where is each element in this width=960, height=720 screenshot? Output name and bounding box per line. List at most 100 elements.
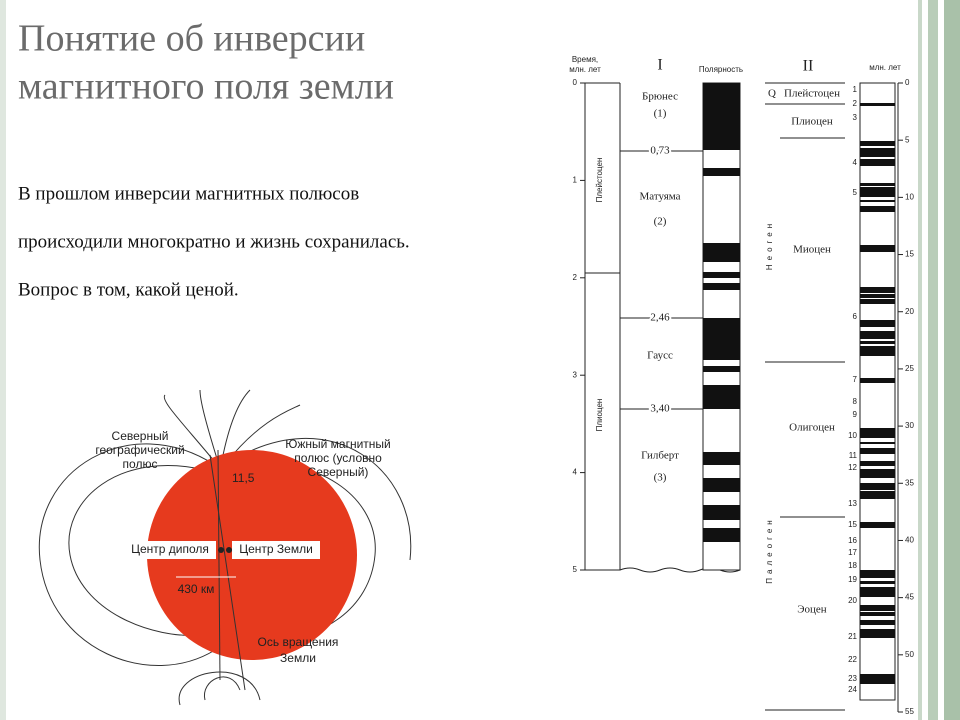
body-line: Вопрос в том, какой ценой. [18, 279, 239, 300]
normal-polarity [860, 200, 895, 202]
field-line [68, 465, 206, 637]
normal-polarity [860, 629, 895, 638]
normal-polarity [860, 341, 895, 344]
anomaly-label: 18 [848, 561, 857, 570]
normal-polarity [860, 103, 895, 106]
tick-label: 10 [905, 192, 914, 201]
normal-polarity [860, 483, 895, 490]
normal-polarity [860, 148, 895, 157]
anomaly-label: 5 [853, 188, 858, 197]
anomaly-label: 15 [848, 520, 857, 529]
boundary-label: 0,73 [650, 145, 670, 157]
anomaly-label: 12 [848, 463, 857, 472]
tick-label: 5 [905, 135, 910, 144]
chron: (1) [654, 108, 667, 120]
normal-polarity [860, 587, 895, 597]
normal-polarity [860, 461, 895, 466]
field-line [225, 404, 301, 464]
boundary-label: 2,46 [650, 312, 670, 324]
label: полюс [123, 457, 158, 471]
q-label: Q [768, 88, 776, 100]
anomaly-label: 8 [853, 397, 858, 406]
normal-polarity [860, 299, 895, 304]
chron: Гилберт [641, 450, 679, 462]
normal-polarity [860, 287, 895, 293]
deco-stripe [944, 0, 960, 720]
period: Палеоген [765, 516, 774, 583]
label: географический [95, 443, 184, 457]
label: полюс (условно [294, 451, 382, 465]
normal-polarity [703, 478, 740, 492]
anomaly-label: 9 [853, 410, 858, 419]
label: Северный [112, 429, 169, 443]
tick-label: 30 [905, 421, 914, 430]
normal-polarity [703, 318, 740, 360]
normal-polarity [703, 505, 740, 520]
normal-polarity [860, 206, 895, 212]
anomaly-label: 3 [853, 113, 858, 122]
boundary-label: 3,40 [650, 403, 670, 415]
normal-polarity [860, 320, 895, 327]
anomaly-label: 11 [849, 451, 858, 460]
label: млн. лет [869, 63, 901, 72]
normal-polarity [860, 183, 895, 186]
label: Северный) [308, 465, 369, 479]
normal-polarity [860, 141, 895, 146]
label: Центр диполя [131, 542, 209, 556]
tick-label: 55 [905, 707, 914, 716]
normal-polarity [703, 243, 740, 262]
epoch: Плиоцен [791, 116, 833, 128]
field-line [178, 671, 261, 706]
epoch: Эоцен [797, 604, 827, 616]
epoch: Плейстоцен [595, 158, 604, 203]
normal-polarity [703, 283, 740, 290]
anomaly-label: 22 [848, 655, 857, 664]
label-box [232, 541, 320, 559]
body-line: происходили многократно и жизнь сохранил… [18, 231, 410, 252]
normal-polarity [703, 452, 740, 465]
field-line [203, 676, 241, 701]
normal-polarity [860, 581, 895, 584]
label: млн. лет [569, 65, 601, 74]
tick-label: 3 [573, 370, 578, 379]
label-box [124, 541, 216, 559]
normal-polarity [703, 83, 740, 150]
polarity-scale-2: II млн. лет Q Плейстоцен Плиоцен Миоцен … [765, 58, 914, 716]
field-line [229, 437, 412, 561]
anomaly-label: 16 [848, 536, 857, 545]
label: Южный магнитный [285, 437, 391, 451]
normal-polarity [860, 570, 895, 578]
period: Неоген [765, 220, 774, 270]
center-dot [218, 547, 224, 553]
normal-polarity [860, 620, 895, 625]
body-line: В прошлом инверсии магнитных полюсов [18, 183, 359, 204]
normal-polarity [703, 168, 740, 176]
anomaly-label: 17 [848, 548, 857, 557]
tick-label: 0 [905, 78, 910, 87]
normal-polarity [703, 366, 740, 372]
epoch: Миоцен [793, 244, 831, 256]
tick-label: 20 [905, 307, 914, 316]
left-border [0, 0, 6, 720]
angle-label: 11,5 [232, 471, 255, 485]
tick-label: 25 [905, 364, 914, 373]
chron: (3) [654, 472, 667, 484]
anomaly-label: 23 [848, 674, 857, 683]
anomaly-label: 19 [848, 575, 857, 584]
tick-label: 15 [905, 250, 914, 259]
anomaly-label: 2 [853, 99, 858, 108]
normal-polarity [860, 612, 895, 616]
chron: Матуяма [639, 191, 680, 203]
field-line [199, 389, 219, 463]
epoch: Плиоцен [595, 399, 604, 432]
normal-polarity [860, 331, 895, 339]
anomaly-label: 6 [853, 312, 858, 321]
anomaly-label: 4 [853, 158, 858, 167]
chron: Брюнес [642, 91, 678, 103]
label: Ось вращения [258, 635, 339, 649]
field-line [163, 394, 216, 463]
normal-polarity [703, 385, 740, 409]
deco-stripe [928, 0, 938, 720]
normal-polarity [703, 528, 740, 542]
